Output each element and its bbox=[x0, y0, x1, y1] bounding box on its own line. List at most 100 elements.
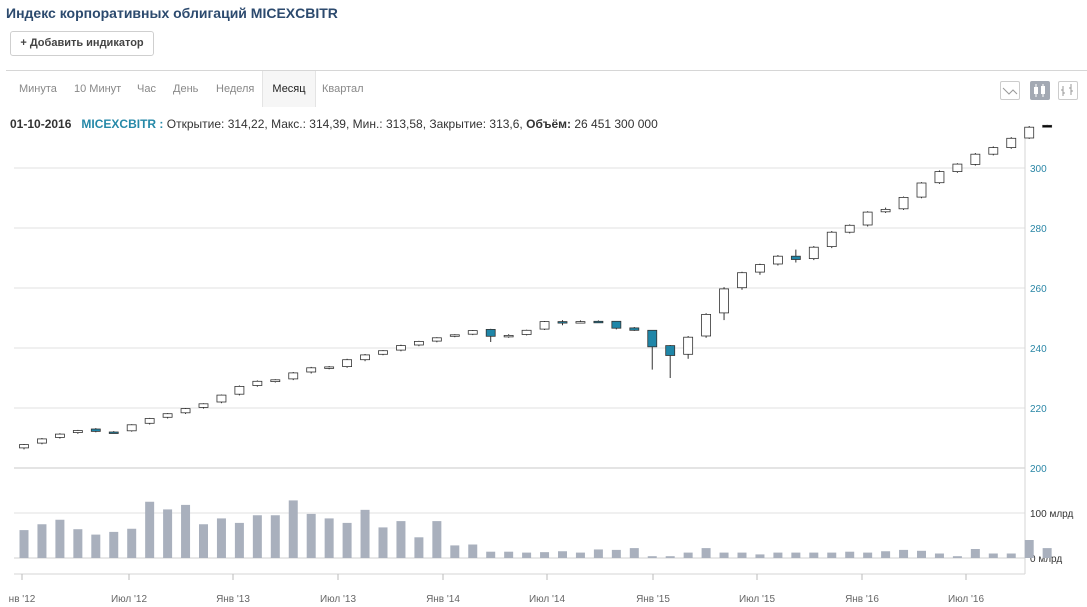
candle-body bbox=[1042, 124, 1053, 128]
x-tick-label: Июл '15 bbox=[739, 594, 776, 605]
volume-tick-label: 100 млрд bbox=[1030, 509, 1074, 520]
readout-close: 313,6, bbox=[489, 117, 523, 131]
volume-bar bbox=[504, 551, 514, 558]
price-tick-label: 240 bbox=[1030, 344, 1047, 355]
volume-bar bbox=[91, 534, 101, 558]
candle-body bbox=[665, 345, 676, 356]
volume-bar bbox=[611, 549, 621, 558]
candle-body bbox=[755, 264, 765, 273]
tab-month[interactable]: Месяц bbox=[262, 71, 316, 107]
tab-hour[interactable]: Час bbox=[137, 83, 156, 95]
volume-bar bbox=[270, 515, 280, 558]
readout-high: 314,39 bbox=[309, 117, 346, 131]
x-tick-label: Июл '12 bbox=[111, 594, 148, 605]
volume-bar bbox=[593, 549, 603, 558]
volume-bar bbox=[378, 527, 388, 558]
x-tick-label: Июл '14 bbox=[529, 594, 566, 605]
x-tick-label: Янв '15 bbox=[636, 594, 670, 605]
candle-body bbox=[126, 424, 137, 432]
candle-body bbox=[988, 147, 999, 155]
candle-body bbox=[862, 211, 873, 226]
candle-body bbox=[898, 196, 909, 210]
candle-body bbox=[1024, 126, 1035, 139]
candle-body bbox=[216, 394, 227, 403]
price-tick-label: 220 bbox=[1030, 404, 1047, 415]
readout-volume: 26 451 300 000 bbox=[574, 117, 658, 131]
x-tick-label: Янв '16 bbox=[845, 594, 879, 605]
add-indicator-button[interactable]: + Добавить индикатор bbox=[10, 31, 154, 56]
candle-body bbox=[360, 354, 370, 361]
volume-bar bbox=[360, 509, 370, 558]
volume-bar bbox=[558, 551, 567, 558]
volume-bar bbox=[755, 554, 765, 558]
candle-body bbox=[844, 224, 855, 233]
candle-body bbox=[324, 366, 335, 369]
candle-body bbox=[198, 403, 209, 408]
tab-10-minutes[interactable]: 10 Минут bbox=[74, 83, 122, 95]
volume-bar bbox=[1024, 540, 1034, 558]
candle-body bbox=[270, 379, 281, 382]
candle-body bbox=[934, 171, 945, 184]
price-tick-label: 280 bbox=[1030, 224, 1047, 235]
candle-body bbox=[808, 246, 819, 259]
volume-bar bbox=[324, 518, 334, 558]
candle-body bbox=[593, 320, 604, 324]
candle-body bbox=[72, 430, 83, 433]
volume-bar bbox=[234, 522, 244, 558]
volume-bar bbox=[970, 549, 980, 558]
ohlc-bars-button[interactable] bbox=[1058, 81, 1078, 100]
x-tick-label: нв '12 bbox=[9, 594, 36, 605]
candlestick-button[interactable] bbox=[1030, 81, 1050, 100]
candle-body bbox=[629, 327, 640, 331]
candle-body bbox=[37, 438, 47, 444]
readout-low-label: Мин.: bbox=[352, 117, 383, 131]
x-tick-label: Янв '13 bbox=[216, 594, 250, 605]
volume-tick-label: 0 млрд bbox=[1030, 554, 1062, 565]
candle-body bbox=[1006, 137, 1017, 149]
candle-body bbox=[413, 340, 424, 346]
candle-body bbox=[790, 255, 801, 260]
candle-body bbox=[503, 334, 514, 338]
volume-bar bbox=[827, 552, 837, 558]
volume-bar bbox=[432, 521, 442, 558]
candle-body bbox=[611, 320, 622, 329]
volume-bar bbox=[575, 552, 585, 558]
volume-bar bbox=[288, 500, 298, 558]
volume-bar bbox=[127, 528, 137, 558]
tab-day[interactable]: День bbox=[173, 83, 199, 95]
volume-bar bbox=[952, 556, 962, 558]
tab-week[interactable]: Неделя bbox=[216, 83, 255, 95]
volume-bar bbox=[216, 518, 226, 558]
readout-close-label: Закрытие: bbox=[429, 117, 487, 131]
candle-body bbox=[970, 153, 981, 165]
x-tick-label: Янв '14 bbox=[426, 594, 460, 605]
volume-bar bbox=[881, 551, 891, 558]
volume-bar bbox=[701, 548, 711, 558]
volume-bar bbox=[19, 530, 29, 558]
candle-body bbox=[737, 272, 747, 289]
volume-bar bbox=[629, 548, 639, 558]
candle-body bbox=[916, 182, 927, 198]
line-chart-button[interactable] bbox=[1000, 81, 1020, 100]
chart-panel bbox=[6, 70, 1087, 607]
readout-low: 313,58 bbox=[385, 117, 423, 131]
volume-bar bbox=[486, 551, 496, 558]
readout-volume-label: Объём: bbox=[526, 117, 571, 131]
tab-quarter[interactable]: Квартал bbox=[322, 83, 364, 95]
volume-bar bbox=[73, 529, 83, 558]
x-tick-label: Июл '13 bbox=[320, 594, 357, 605]
volume-bar bbox=[988, 553, 998, 558]
price-tick-label: 200 bbox=[1030, 464, 1047, 475]
volume-bar bbox=[719, 552, 729, 558]
tab-minute[interactable]: Минута bbox=[19, 83, 57, 95]
volume-bar bbox=[181, 504, 191, 558]
candle-body bbox=[826, 231, 837, 247]
candle-body bbox=[19, 444, 29, 449]
volume-bar bbox=[845, 551, 855, 558]
volume-bar bbox=[1042, 548, 1052, 558]
candle-body bbox=[521, 329, 532, 335]
volume-bar bbox=[145, 501, 155, 558]
volume-bar bbox=[522, 552, 532, 558]
volume-bar bbox=[773, 552, 783, 558]
